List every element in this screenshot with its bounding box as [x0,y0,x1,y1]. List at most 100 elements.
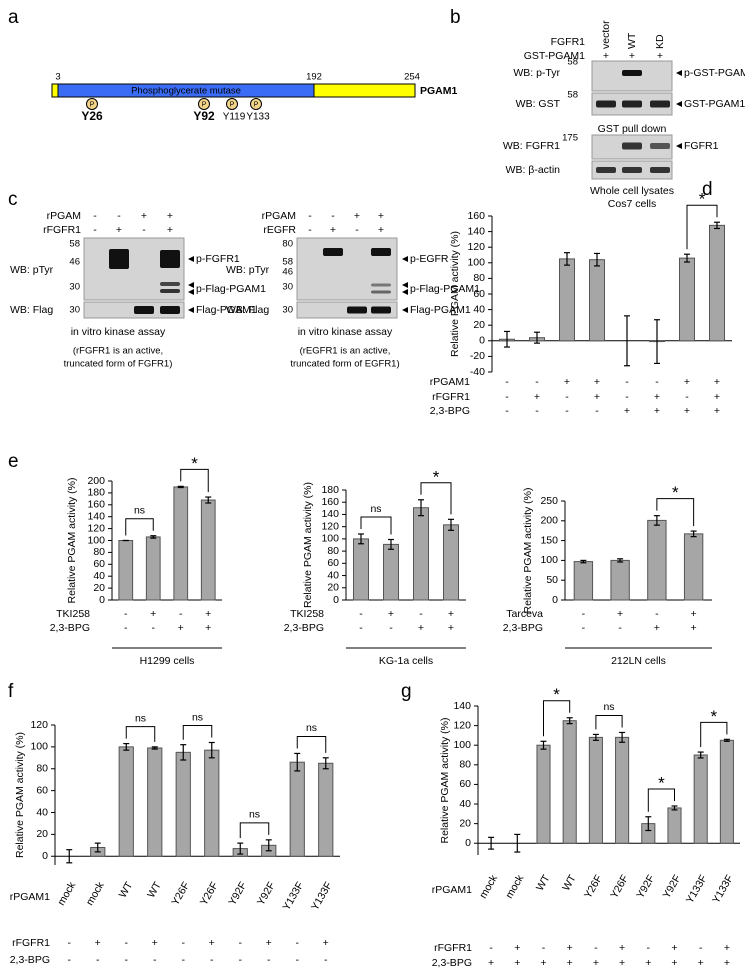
y-tick-label: 200 [540,515,558,527]
condition-value: mock [503,872,526,900]
label: + [354,210,360,222]
condition-value: WT [117,879,136,900]
condition-value: Y133F [684,873,710,906]
label: 192 [306,72,322,83]
y-tick-label: 120 [321,520,339,532]
arrowhead [676,101,682,107]
y-tick-label: 60 [459,778,471,790]
arrowhead [188,289,194,295]
comparison-bracket [182,725,213,740]
condition-name: rPGAM1 [430,376,470,388]
comparison-label: ns [370,503,381,515]
condition-name: TKI258 [56,608,90,620]
label: 58 [567,57,578,68]
blot-band [650,167,670,173]
label: + [167,210,173,222]
label: 30 [69,282,80,293]
bar [353,538,369,601]
condition-value: - [153,954,157,966]
panel-letter: f [8,681,14,702]
condition-name: rFGFR1 [434,942,472,954]
y-tick-label: 80 [459,759,471,771]
bar [318,762,334,857]
comparison-label: ns [249,809,260,821]
condition-value: - [505,376,509,388]
arrowhead [188,307,194,313]
y-tick-label: 60 [473,288,485,300]
label: - [93,224,97,236]
label: truncated form of EGFR1) [290,359,399,370]
y-tick-label: 20 [459,817,471,829]
y-tick-label: 140 [321,508,339,520]
condition-name: 2,3-BPG [432,957,472,969]
condition-value: + [534,391,540,403]
label: 30 [282,305,293,316]
condition-value: - [359,608,363,620]
y-tick-label: 100 [453,739,471,751]
arrowhead [402,256,408,262]
y-tick-label: 140 [453,700,471,712]
condition-value: - [125,937,129,949]
condition-value: - [152,622,156,634]
y-tick-label: 50 [546,574,558,586]
label: 58 [567,90,578,101]
bar [536,744,551,844]
label: + [378,210,384,222]
label: + [657,50,663,62]
label: GST-PGAM1 [684,98,745,110]
condition-value: Y26F [582,873,605,901]
bar [118,746,134,857]
condition-value: - [625,391,629,403]
condition-name: 2,3-BPG [50,622,90,634]
condition-name: TKI258 [290,608,324,620]
y-tick-label: 100 [87,534,105,546]
blot-band [371,306,391,314]
panel-letter: g [401,681,412,702]
arrowhead [676,143,682,149]
y-tick-label: 120 [87,522,105,534]
condition-value: + [418,622,424,634]
condition-value: - [565,405,569,417]
blot-band [323,248,343,256]
bar [204,749,220,857]
label: + [141,210,147,222]
label: rPGAM [47,210,81,222]
bar [709,224,725,342]
blot-band [160,250,180,268]
condition-value: - [535,376,539,388]
label: P [202,101,207,108]
comparison-bracket [700,721,728,748]
comparison-label: * [710,707,717,726]
label: Y119 [223,112,246,123]
label: P [230,101,235,108]
comparison-label: ns [135,712,146,724]
panel-letter: e [8,451,19,472]
bar [175,751,191,857]
y-tick-label: 20 [473,319,485,331]
bar [647,519,667,601]
phospho-site [86,98,98,110]
y-axis-label: Relative PGAM activity (%) [66,477,78,603]
label: WB: GST [516,98,561,110]
y-tick-label: 100 [540,554,558,566]
label: Flag-PGAM1 [410,304,471,316]
y-tick-label: -40 [470,366,485,378]
label: 30 [282,282,293,293]
y-tick-label: 160 [321,496,339,508]
y-tick-label: 100 [30,741,48,753]
condition-name: rFGFR1 [432,391,470,403]
blot-band [160,306,180,314]
y-tick-label: 20 [36,828,48,840]
condition-value: + [266,937,272,949]
condition-value: + [514,942,520,954]
condition-value: + [564,376,570,388]
condition-value: WT [534,872,553,893]
condition-value: - [419,608,423,620]
blot-band [622,167,642,173]
label: Y133 [246,112,270,123]
label: 58 [282,257,293,268]
y-tick-label: 40 [93,570,105,582]
condition-value: - [389,622,393,634]
condition-value: WT [145,879,164,900]
